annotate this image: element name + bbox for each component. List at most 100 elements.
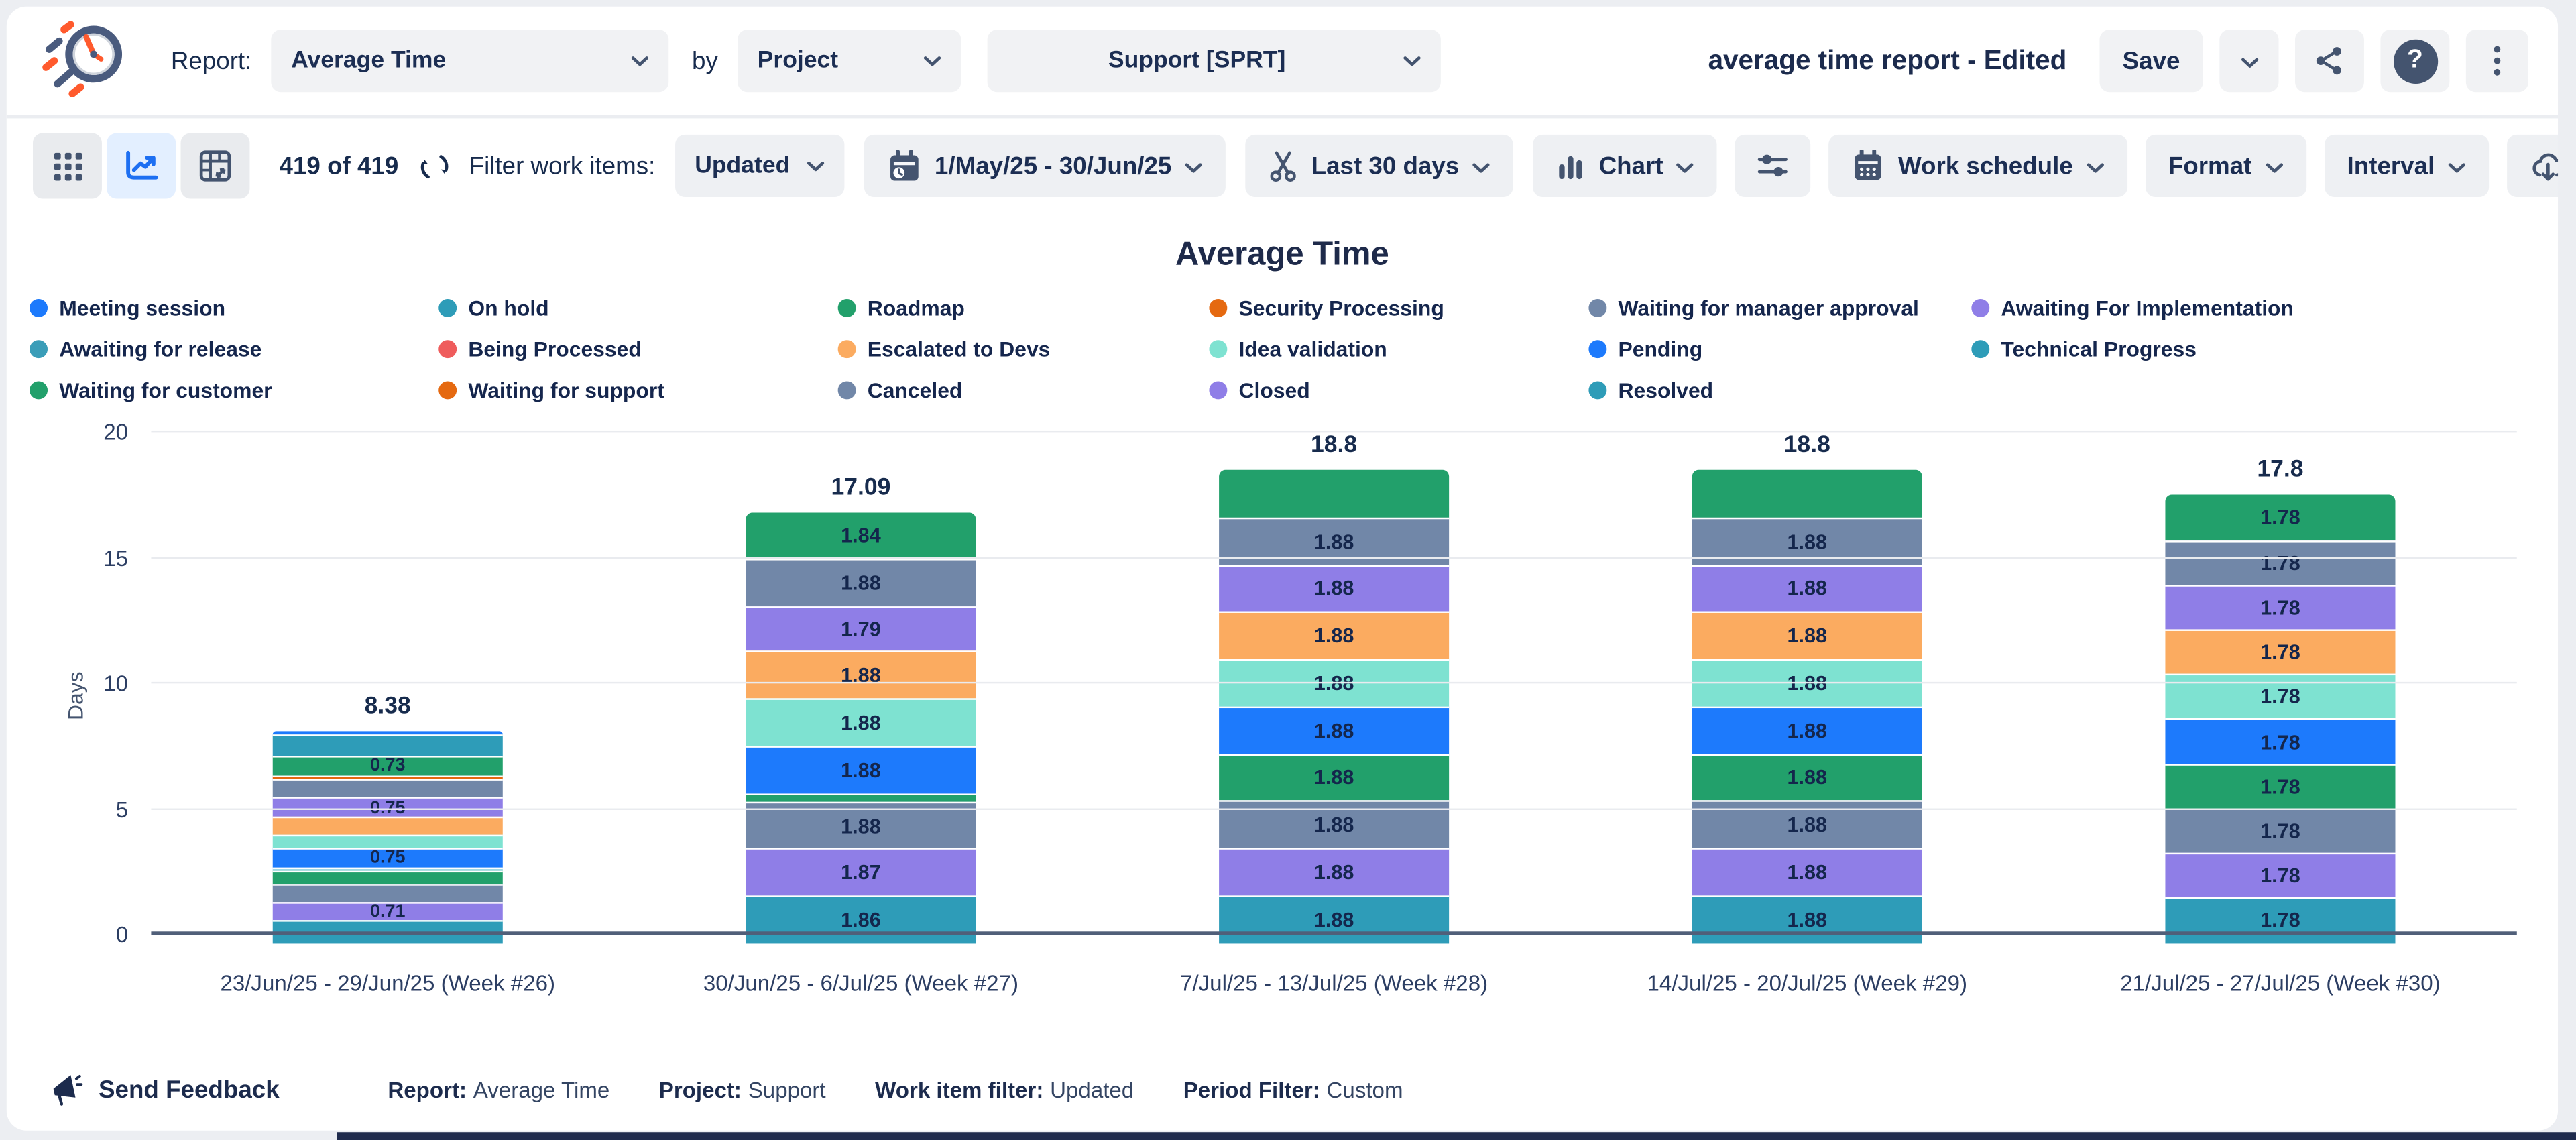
bar-segment[interactable]: 1.78: [2165, 808, 2396, 853]
bar-segment[interactable]: 1.88: [1219, 753, 1450, 801]
bar-segment[interactable]: 1.78: [2165, 495, 2396, 540]
bar-segment[interactable]: 1.78: [2165, 629, 2396, 675]
bar-segment[interactable]: 1.78: [2165, 897, 2396, 943]
chart-title: Average Time: [1175, 236, 1389, 273]
trim-period-button[interactable]: Last 30 days: [1245, 134, 1514, 198]
view-grid-button[interactable]: [33, 133, 102, 199]
bar-segment[interactable]: 1.87: [746, 848, 976, 896]
export-button[interactable]: Export: [2507, 134, 2559, 198]
save-options-button[interactable]: [2219, 30, 2279, 93]
filter-select[interactable]: Updated: [675, 134, 845, 198]
date-range-button[interactable]: 1/May/25 - 30/Jun/25: [864, 134, 1226, 198]
format-button[interactable]: Format: [2145, 134, 2306, 198]
interval-button[interactable]: Interval: [2324, 134, 2490, 198]
bar-segment[interactable]: 1.88: [1692, 848, 1922, 895]
bar-segment[interactable]: 1.78: [2165, 539, 2396, 585]
bar-segment[interactable]: 1.78: [2165, 584, 2396, 630]
legend-item[interactable]: Escalated to Devs: [837, 332, 1210, 365]
bar-segment[interactable]: 1.88: [1692, 753, 1922, 801]
legend-item[interactable]: Idea validation: [1209, 332, 1588, 365]
bar-segment[interactable]: [272, 870, 503, 884]
bar-segment[interactable]: 1.86: [746, 895, 976, 943]
bar-segment[interactable]: 0.75: [272, 797, 503, 817]
bar-segment[interactable]: 1.88: [1692, 895, 1922, 943]
group-by-select[interactable]: Project: [738, 30, 961, 93]
bar-segment[interactable]: 1.88: [1219, 705, 1450, 754]
legend-item[interactable]: Awaiting For Implementation: [1971, 291, 2558, 324]
legend-dot-icon: [438, 298, 457, 317]
bar-segment[interactable]: 1.88: [746, 698, 976, 746]
bar-segment[interactable]: [272, 866, 503, 871]
bar-group[interactable]: 8.38 0.73 0.75 0.75 0.71: [151, 432, 624, 943]
bar-segment-value: 1.88: [841, 664, 881, 687]
legend-item[interactable]: Meeting session: [30, 291, 438, 324]
bar-segment[interactable]: 1.88: [1219, 564, 1450, 612]
bar-segment[interactable]: [1692, 469, 1922, 518]
bar-segment[interactable]: 1.88: [746, 651, 976, 699]
bar-segment[interactable]: [1219, 469, 1450, 518]
legend-item[interactable]: On hold: [438, 291, 837, 324]
legend-item[interactable]: Roadmap: [837, 291, 1210, 324]
legend-item[interactable]: Closed: [1209, 373, 1588, 406]
bar-segment[interactable]: 1.84: [746, 512, 976, 559]
project-select[interactable]: Support [SPRT]: [987, 30, 1441, 93]
bar-group[interactable]: 17.09 1.84 1.88 1.79 1.88 1.88 1.88 1.88 1.87 1.8…: [624, 432, 1098, 943]
legend-item[interactable]: Waiting for manager approval: [1588, 291, 1971, 324]
bar-segment[interactable]: [272, 883, 503, 903]
bar-segment[interactable]: [272, 735, 503, 757]
bar-segment[interactable]: [746, 793, 976, 801]
help-button[interactable]: ?: [2380, 30, 2450, 93]
view-pivot-button[interactable]: [180, 133, 250, 199]
more-menu-button[interactable]: [2465, 30, 2528, 93]
bar-segment[interactable]: 0.71: [272, 902, 503, 922]
bar-segment[interactable]: 0.75: [272, 848, 503, 868]
bar-segment-value: 1.78: [2260, 819, 2300, 843]
report-title: average time report - Edited: [1708, 45, 2067, 75]
bar-group[interactable]: 17.8 1.78 1.78 1.78 1.78 1.78 1.78 1.78 1.78 1.78…: [2044, 432, 2517, 943]
bar-segment[interactable]: 1.88: [1219, 612, 1450, 659]
chart-type-button[interactable]: Chart: [1533, 134, 1718, 198]
view-chart-button[interactable]: [107, 133, 176, 199]
legend-item[interactable]: Being Processed: [438, 332, 837, 365]
bar-segment[interactable]: [272, 816, 503, 836]
x-axis-label: 21/Jul/25 - 27/Jul/25 (Week #30): [2120, 971, 2441, 996]
bar-segment[interactable]: 1.78: [2165, 718, 2396, 764]
bar-group[interactable]: 18.8 1.88 1.88 1.88 1.88 1.88 1.88 1.88 1.88 1.88: [1570, 432, 2044, 943]
bar-segment[interactable]: 1.78: [2165, 763, 2396, 809]
bar-segment[interactable]: 0.73: [272, 756, 503, 777]
legend-item[interactable]: Waiting for support: [438, 373, 837, 406]
bar-segment[interactable]: [272, 920, 503, 943]
legend-item[interactable]: Waiting for customer: [30, 373, 438, 406]
bar-segment[interactable]: 1.78: [2165, 852, 2396, 898]
legend-item[interactable]: Pending: [1588, 332, 1971, 365]
header-bar: Report: Average Time by Project Support …: [6, 7, 2559, 119]
legend-item[interactable]: Canceled: [837, 373, 1210, 406]
bar-segment[interactable]: 1.78: [2165, 674, 2396, 719]
chart-type-label: Chart: [1598, 152, 1663, 180]
send-feedback-button[interactable]: Send Feedback: [50, 1072, 280, 1108]
legend-item[interactable]: Security Processing: [1209, 291, 1588, 324]
bar-segment[interactable]: 1.88: [1219, 895, 1450, 943]
bar-segment[interactable]: 1.79: [746, 606, 976, 652]
legend-item[interactable]: Awaiting for release: [30, 332, 438, 365]
bar-segment[interactable]: 1.88: [746, 559, 976, 607]
report-type-select[interactable]: Average Time: [271, 30, 669, 93]
work-schedule-button[interactable]: Work schedule: [1829, 134, 2127, 198]
save-button[interactable]: Save: [2099, 30, 2203, 93]
legend-item[interactable]: Resolved: [1588, 373, 1971, 406]
bar-segment[interactable]: 1.88: [1219, 848, 1450, 895]
display-options-button[interactable]: [1735, 134, 1812, 198]
bar-segment[interactable]: 1.88: [1692, 612, 1922, 659]
bar-segment[interactable]: [272, 775, 503, 779]
bar-group[interactable]: 18.8 1.88 1.88 1.88 1.88 1.88 1.88 1.88 1.88 1.88: [1098, 432, 1571, 943]
bar-segment[interactable]: [272, 732, 503, 736]
share-button[interactable]: [2295, 30, 2364, 93]
bar-segment[interactable]: [272, 835, 503, 848]
refresh-button[interactable]: [418, 150, 450, 182]
legend-item[interactable]: Technical Progress: [1971, 332, 2558, 365]
bar-segment[interactable]: 1.88: [746, 746, 976, 793]
bar-total-label: 18.8: [1311, 432, 1358, 459]
bar-segment[interactable]: [272, 779, 503, 798]
bar-segment[interactable]: 1.88: [1692, 705, 1922, 754]
bar-segment[interactable]: 1.88: [1692, 564, 1922, 612]
